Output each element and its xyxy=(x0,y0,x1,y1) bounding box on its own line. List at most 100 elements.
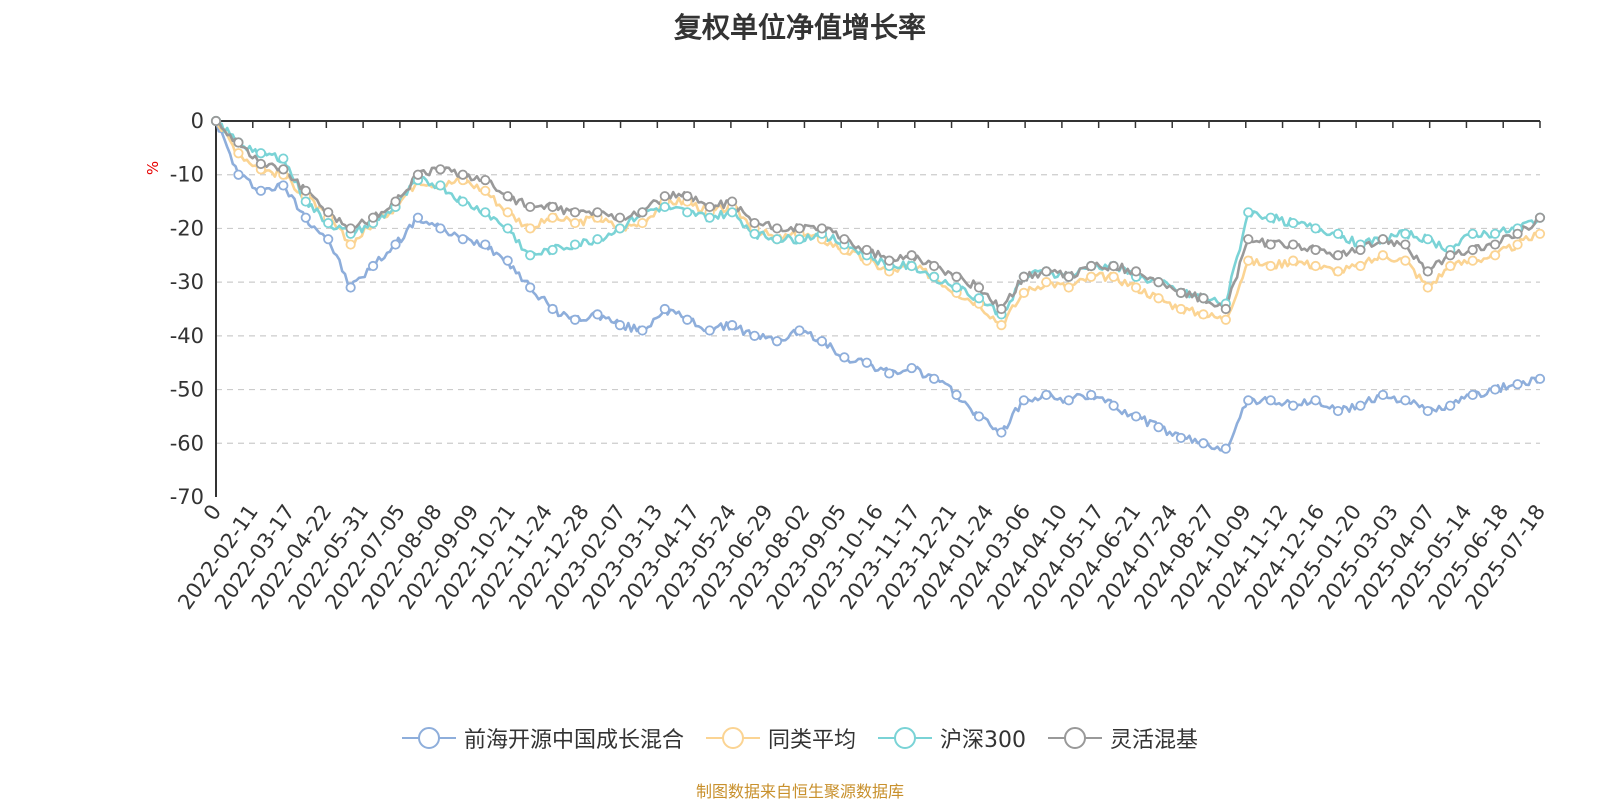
data-point-2 xyxy=(771,234,783,245)
data-point-0 xyxy=(637,325,648,336)
data-point-3 xyxy=(973,282,985,293)
data-point-3 xyxy=(592,207,603,218)
data-point-0 xyxy=(749,330,760,341)
data-point-1 xyxy=(1108,271,1119,282)
data-point-0 xyxy=(412,212,424,223)
data-point-1 xyxy=(1490,250,1501,261)
data-point-0 xyxy=(569,314,581,325)
data-point-2 xyxy=(906,260,917,272)
data-point-0 xyxy=(457,234,468,245)
data-point-3 xyxy=(300,185,311,196)
data-point-0 xyxy=(884,368,895,379)
data-point-0 xyxy=(996,427,1007,438)
data-point-0 xyxy=(547,303,558,315)
data-point-2 xyxy=(323,217,334,229)
data-point-1 xyxy=(1355,260,1366,272)
data-point-3 xyxy=(525,201,536,213)
data-point-0 xyxy=(1130,411,1142,422)
y-axis-unit: % xyxy=(144,161,162,175)
legend-label: 同类平均 xyxy=(767,728,856,753)
data-point-3 xyxy=(457,169,468,180)
legend-item[interactable]: 灵活混基 xyxy=(1048,722,1198,754)
data-point-3 xyxy=(1490,239,1501,250)
data-point-3 xyxy=(1153,277,1164,288)
legend-item[interactable]: 同类平均 xyxy=(705,722,856,754)
data-point-1 xyxy=(1310,260,1321,272)
data-point-2 xyxy=(794,234,805,245)
data-point-3 xyxy=(1108,260,1119,272)
data-point-3 xyxy=(906,250,917,261)
data-point-0 xyxy=(906,362,917,374)
data-point-2 xyxy=(973,293,985,304)
data-point-3 xyxy=(659,191,670,202)
data-point-0 xyxy=(727,320,738,331)
y-tick-label: -60 xyxy=(170,431,204,455)
data-point-1 xyxy=(1467,255,1478,266)
data-point-1 xyxy=(1130,282,1142,293)
marker-layer xyxy=(210,115,1546,454)
data-point-0 xyxy=(592,309,603,320)
data-point-1 xyxy=(1198,309,1209,320)
data-point-2 xyxy=(547,244,558,256)
data-point-2 xyxy=(569,239,581,250)
data-point-0 xyxy=(682,314,693,325)
legend-item[interactable]: 沪深300 xyxy=(878,722,1026,754)
data-point-1 xyxy=(480,185,491,196)
data-point-0 xyxy=(525,282,536,293)
data-point-3 xyxy=(435,164,446,175)
data-point-3 xyxy=(1086,260,1097,272)
data-point-0 xyxy=(1220,443,1231,454)
data-point-3 xyxy=(1512,228,1523,239)
data-point-1 xyxy=(1018,287,1029,298)
y-tick-label: -20 xyxy=(170,216,204,240)
data-point-2 xyxy=(727,207,738,218)
data-point-0 xyxy=(1153,422,1164,433)
data-point-0 xyxy=(323,234,334,245)
data-point-0 xyxy=(1355,400,1366,411)
data-point-2 xyxy=(1490,228,1501,239)
data-point-1 xyxy=(1377,250,1389,261)
y-tick-label: -70 xyxy=(170,485,204,509)
data-point-3 xyxy=(682,191,693,202)
data-point-0 xyxy=(861,357,872,368)
data-point-3 xyxy=(1377,234,1389,245)
data-point-2 xyxy=(592,234,603,245)
data-point-0 xyxy=(1018,395,1029,406)
data-point-1 xyxy=(1512,239,1523,250)
legend-item[interactable]: 前海开源中国成长混合 xyxy=(401,722,684,754)
data-point-3 xyxy=(1265,239,1276,250)
data-point-2 xyxy=(435,180,446,191)
data-point-3 xyxy=(1422,266,1433,277)
legend: 前海开源中国成长混合 同类平均 沪深300 灵活混基 xyxy=(0,722,1600,754)
data-point-3 xyxy=(367,212,379,223)
chart-title: 复权单位净值增长率 xyxy=(673,11,926,44)
data-point-0 xyxy=(1063,395,1074,406)
data-point-3 xyxy=(1534,212,1546,223)
data-point-3 xyxy=(1041,266,1052,277)
data-point-1 xyxy=(1265,260,1276,272)
data-point-0 xyxy=(1310,395,1321,406)
data-point-3 xyxy=(1175,287,1187,298)
data-point-2 xyxy=(1265,212,1276,223)
data-point-3 xyxy=(345,223,356,234)
data-point-2 xyxy=(1310,223,1321,234)
data-point-1 xyxy=(1153,293,1164,304)
data-point-1 xyxy=(547,212,558,223)
data-point-2 xyxy=(614,223,626,234)
data-point-3 xyxy=(1445,250,1456,261)
data-point-2 xyxy=(1422,234,1433,245)
y-tick-label: -40 xyxy=(170,324,204,348)
data-point-3 xyxy=(614,212,626,223)
y-tick-label: -10 xyxy=(170,163,204,187)
data-point-3 xyxy=(390,196,401,207)
data-point-0 xyxy=(1198,438,1209,449)
data-point-3 xyxy=(210,115,222,127)
data-point-1 xyxy=(345,239,356,250)
data-point-2 xyxy=(278,153,289,164)
data-point-2 xyxy=(525,250,536,261)
series-line-0 xyxy=(214,120,1542,452)
data-point-1 xyxy=(1422,282,1433,293)
legend-symbol xyxy=(401,726,456,750)
data-point-3 xyxy=(255,158,266,170)
data-point-2 xyxy=(480,207,491,218)
